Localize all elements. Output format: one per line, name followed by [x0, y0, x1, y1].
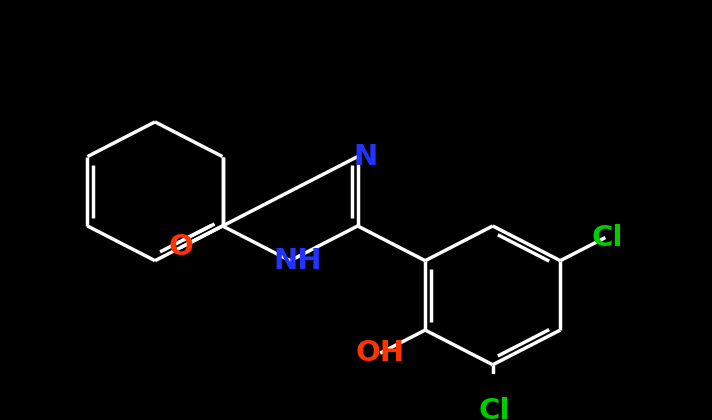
Text: N: N — [354, 142, 378, 171]
Text: OH: OH — [355, 339, 404, 367]
Text: Cl: Cl — [479, 397, 511, 420]
Text: Cl: Cl — [592, 223, 623, 252]
Text: NH: NH — [274, 247, 323, 275]
Text: O: O — [169, 234, 194, 261]
